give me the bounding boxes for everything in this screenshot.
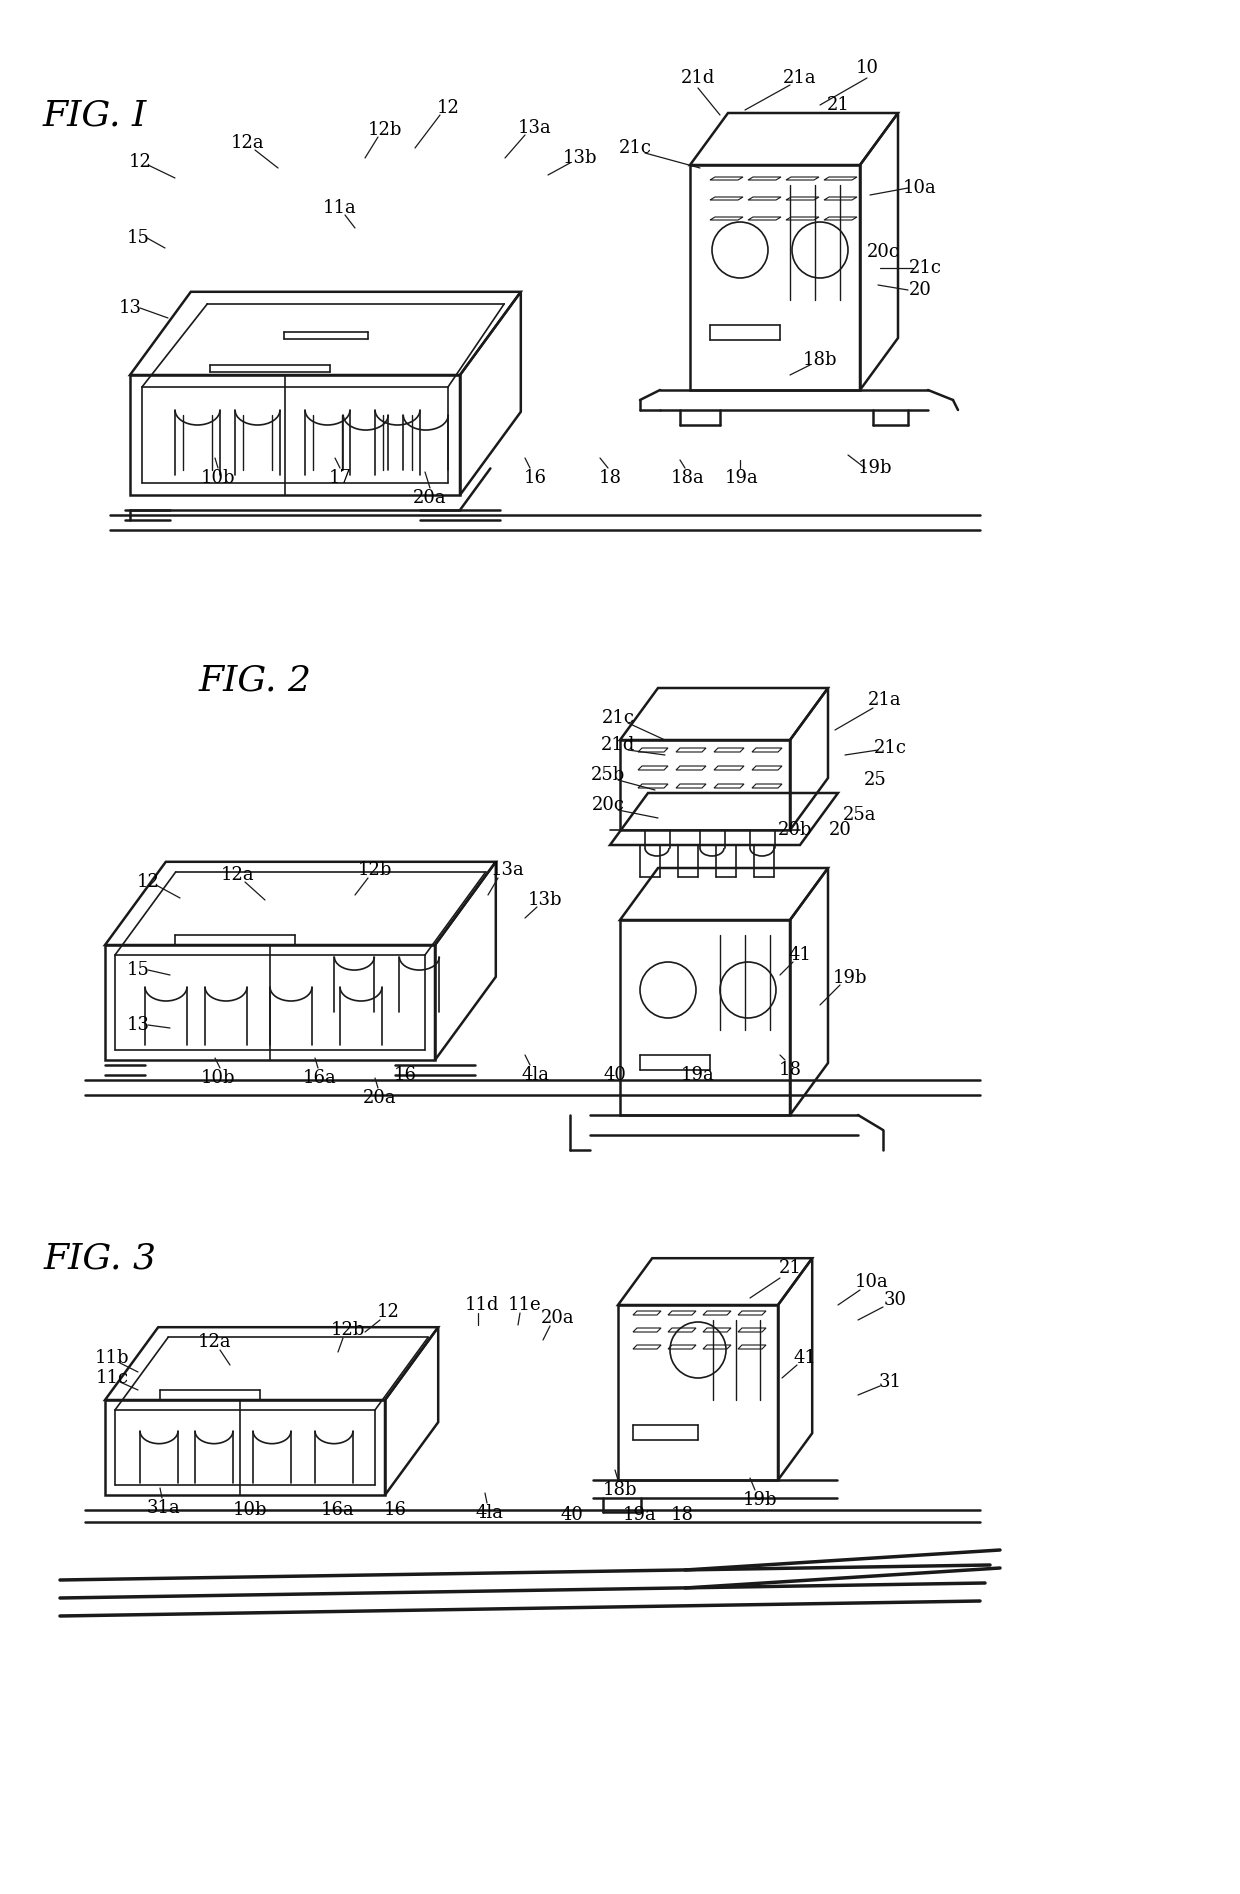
Text: FIG. 2: FIG. 2: [198, 663, 311, 697]
Text: 11d: 11d: [465, 1295, 500, 1314]
Text: 12b: 12b: [331, 1320, 366, 1339]
Text: 21a: 21a: [868, 691, 901, 708]
Text: 12b: 12b: [358, 862, 392, 879]
Text: 12a: 12a: [198, 1333, 232, 1350]
Text: 30: 30: [883, 1292, 906, 1309]
Text: 18: 18: [599, 470, 621, 487]
Text: 25b: 25b: [591, 765, 625, 784]
Text: 18a: 18a: [671, 470, 704, 487]
Text: 16: 16: [523, 470, 547, 487]
Text: 18b: 18b: [603, 1481, 637, 1498]
Text: 18: 18: [779, 1061, 801, 1080]
Text: 11c: 11c: [95, 1369, 129, 1386]
Text: 25a: 25a: [843, 807, 877, 824]
Text: 12b: 12b: [368, 121, 402, 138]
Text: 19b: 19b: [743, 1491, 777, 1510]
Text: 20a: 20a: [413, 489, 446, 508]
Text: 20a: 20a: [363, 1089, 397, 1106]
Text: 10b: 10b: [233, 1502, 268, 1519]
Text: 19a: 19a: [725, 470, 759, 487]
Text: 25: 25: [863, 771, 887, 790]
Text: 12a: 12a: [221, 866, 254, 884]
Text: 20c: 20c: [867, 242, 899, 261]
Text: 16a: 16a: [321, 1502, 355, 1519]
Text: 16a: 16a: [303, 1068, 337, 1087]
Text: 18b: 18b: [802, 350, 837, 369]
Text: 20b: 20b: [777, 820, 812, 839]
Text: 13: 13: [119, 299, 141, 316]
Text: 41: 41: [789, 945, 811, 964]
Text: 11e: 11e: [508, 1295, 542, 1314]
Text: 11b: 11b: [94, 1349, 129, 1367]
Text: 20a: 20a: [541, 1309, 575, 1328]
Text: 21c: 21c: [619, 138, 651, 157]
Text: 10b: 10b: [201, 1068, 236, 1087]
Text: FIG. 3: FIG. 3: [43, 1241, 156, 1275]
Text: 21a: 21a: [784, 68, 817, 87]
Text: 12: 12: [377, 1303, 399, 1320]
Text: 40: 40: [560, 1506, 584, 1525]
Text: 21c: 21c: [601, 708, 635, 727]
Text: 41: 41: [794, 1349, 816, 1367]
Text: 21c: 21c: [873, 739, 906, 758]
Text: 10b: 10b: [201, 470, 236, 487]
Text: 13b: 13b: [528, 890, 562, 909]
Text: 12: 12: [136, 873, 160, 890]
Text: 4la: 4la: [476, 1504, 503, 1523]
Text: 4la: 4la: [521, 1066, 549, 1083]
Text: 21c: 21c: [909, 259, 941, 277]
Text: 13a: 13a: [518, 119, 552, 136]
Text: 16: 16: [383, 1502, 407, 1519]
Text: 20: 20: [828, 820, 852, 839]
Text: 20c: 20c: [591, 795, 625, 814]
Text: 16: 16: [393, 1066, 417, 1083]
Text: 12: 12: [129, 153, 151, 170]
Text: 19b: 19b: [833, 970, 867, 987]
Text: 19a: 19a: [681, 1066, 715, 1083]
Text: 17: 17: [329, 470, 351, 487]
Text: 40: 40: [604, 1066, 626, 1083]
Text: 10a: 10a: [903, 180, 937, 197]
Text: 21d: 21d: [681, 68, 715, 87]
Text: 13b: 13b: [563, 150, 598, 167]
Text: 13: 13: [126, 1015, 150, 1034]
Text: 21: 21: [827, 97, 849, 114]
Text: 15: 15: [126, 960, 150, 979]
Text: 21d: 21d: [601, 737, 635, 754]
Text: 19a: 19a: [624, 1506, 657, 1525]
Text: 12a: 12a: [231, 134, 265, 152]
Text: 10a: 10a: [856, 1273, 889, 1292]
Text: 15: 15: [126, 229, 150, 246]
Text: 13a: 13a: [491, 862, 525, 879]
Text: 19b: 19b: [858, 458, 893, 477]
Text: 31a: 31a: [146, 1498, 180, 1517]
Text: FIG. I: FIG. I: [43, 98, 148, 133]
Text: 20: 20: [909, 280, 931, 299]
Text: 31: 31: [878, 1373, 901, 1390]
Text: 11a: 11a: [324, 199, 357, 218]
Text: 10: 10: [856, 59, 878, 78]
Text: 18: 18: [671, 1506, 693, 1525]
Text: 12: 12: [436, 98, 460, 117]
Text: 21: 21: [779, 1260, 801, 1277]
